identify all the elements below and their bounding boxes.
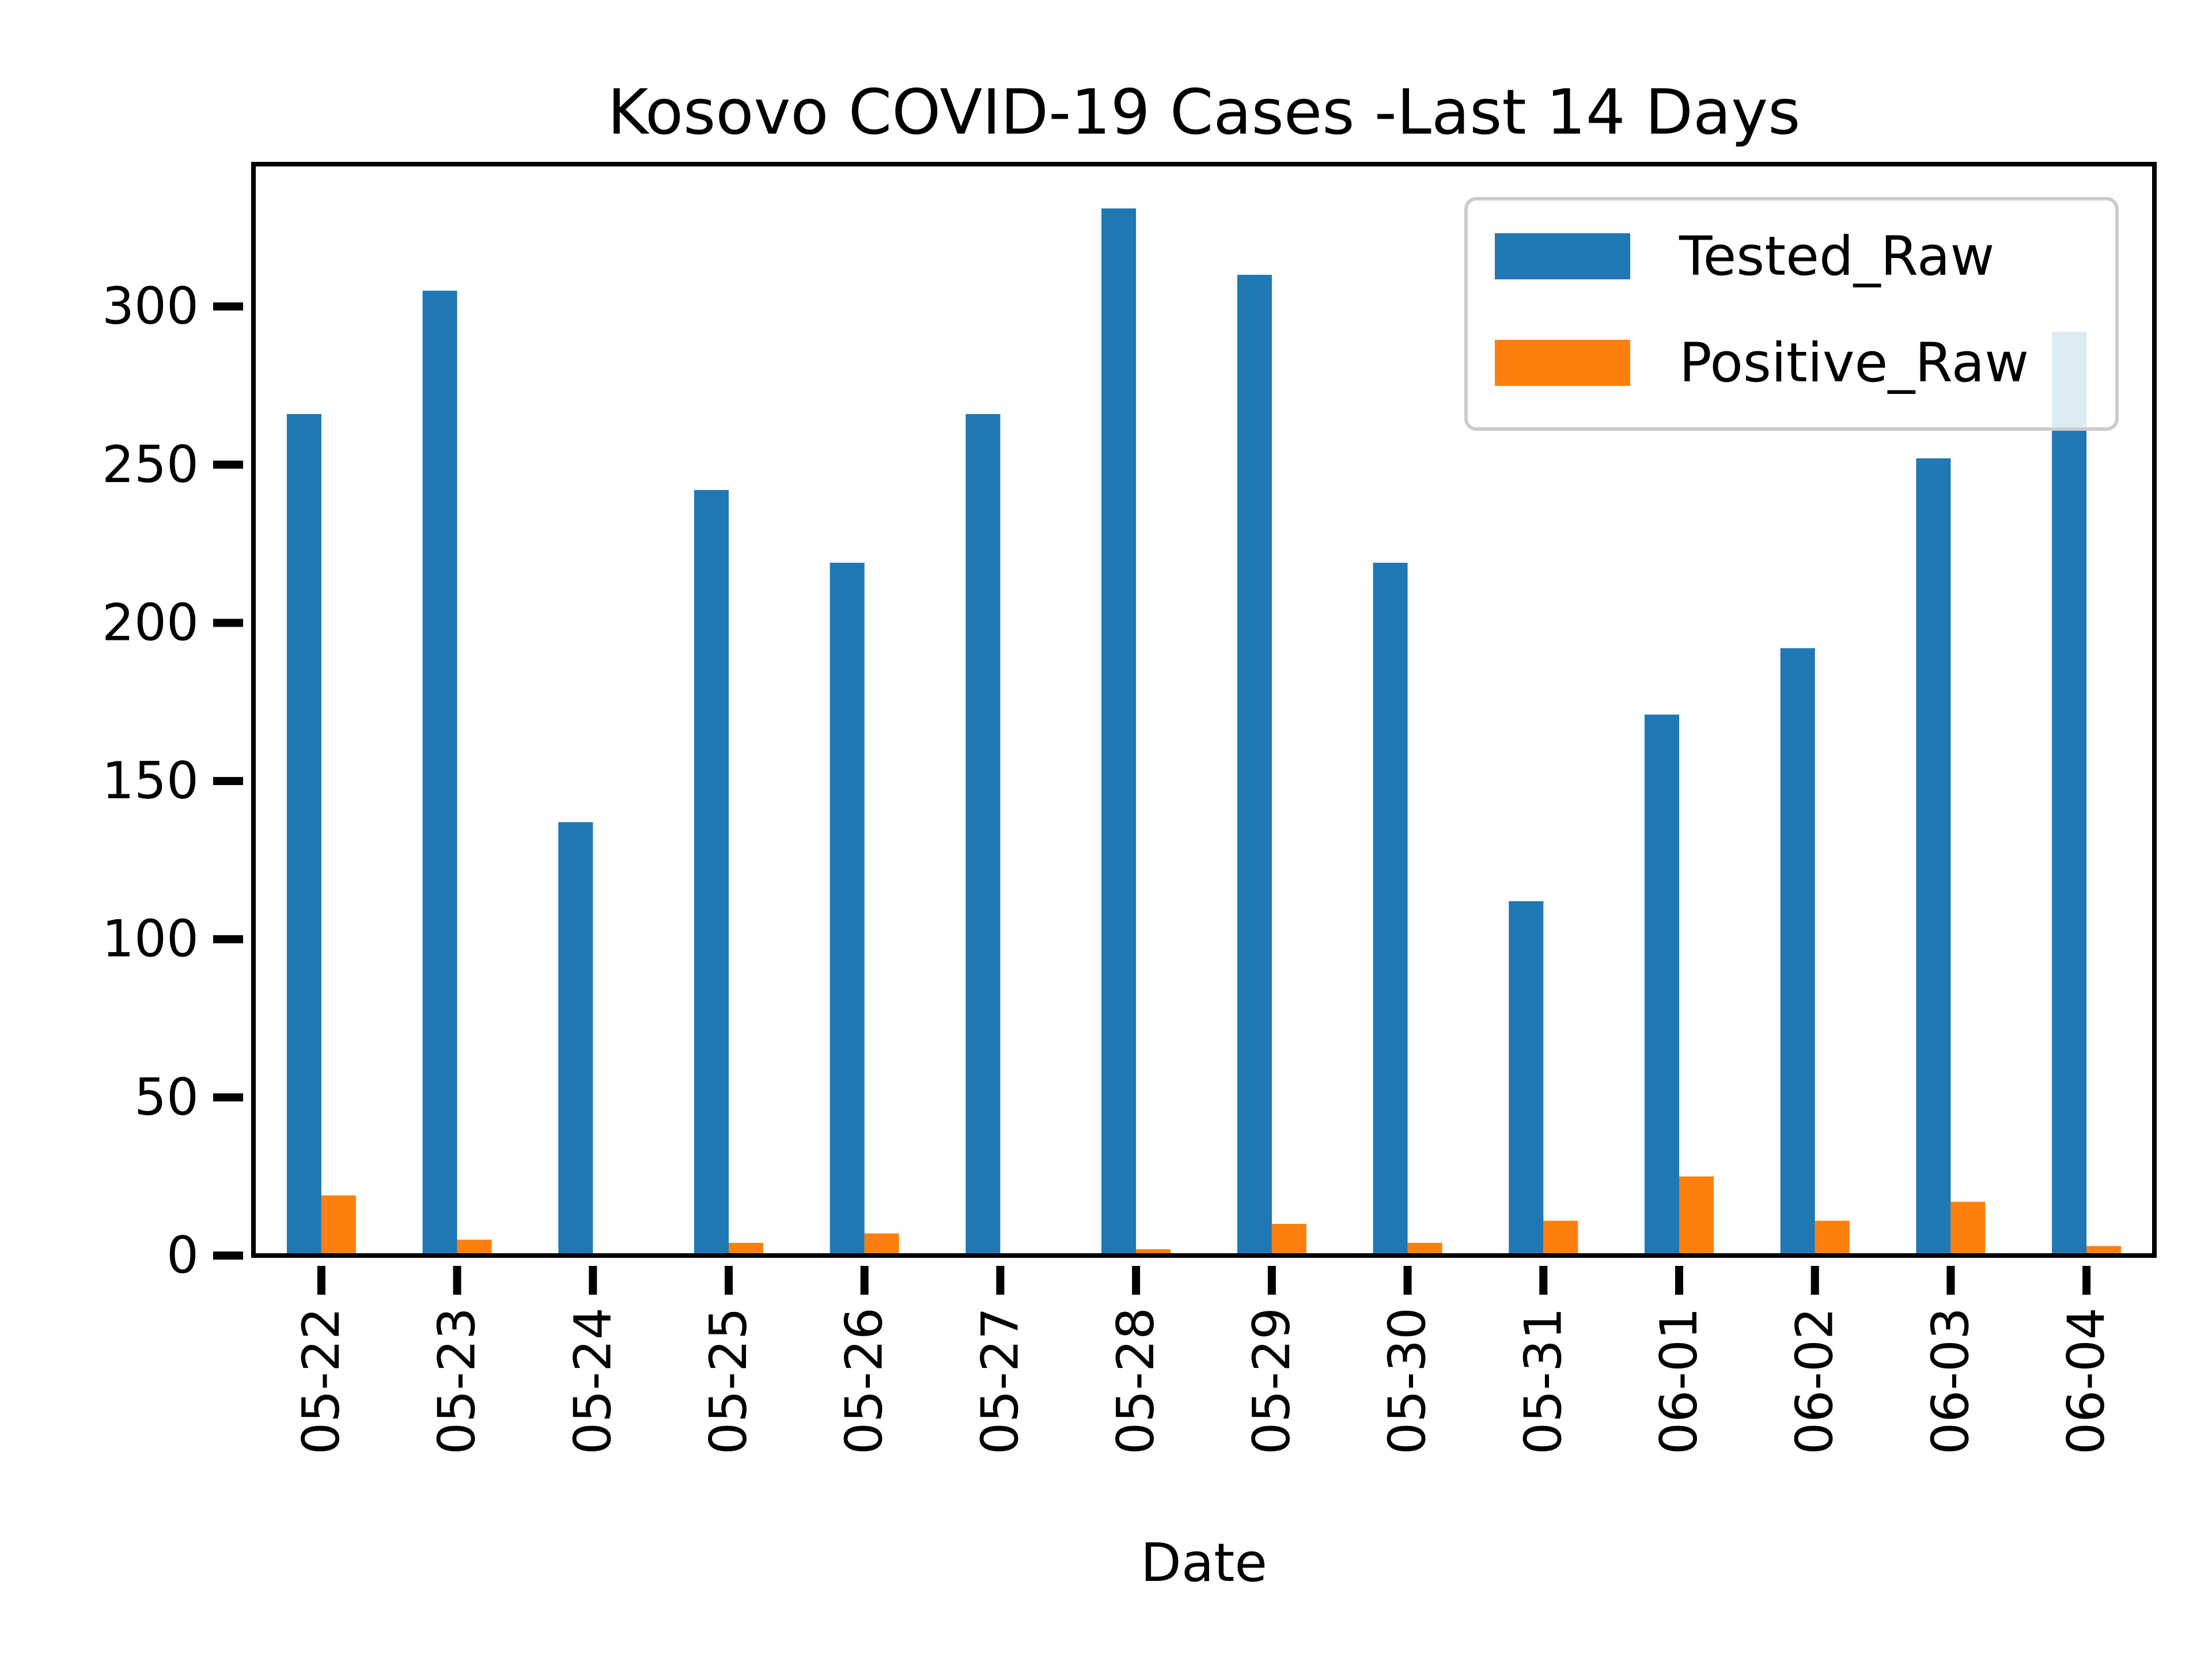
bar-positive-raw-05-28 (1136, 1249, 1171, 1256)
y-tick-label: 150 (102, 751, 199, 810)
y-tick-label: 250 (102, 435, 199, 494)
x-tick-label: 05-26 (835, 1307, 894, 1455)
bar-positive-raw-05-25 (729, 1243, 763, 1256)
y-tick-label: 0 (166, 1226, 199, 1285)
bar-positive-raw-05-31 (1543, 1220, 1578, 1256)
x-tick-label: 05-27 (970, 1307, 1029, 1455)
x-axis-label: Date (1141, 1532, 1267, 1594)
bar-positive-raw-05-29 (1271, 1224, 1306, 1256)
x-tick-label: 06-03 (1921, 1307, 1980, 1455)
bar-tested-raw-05-30 (1373, 563, 1408, 1256)
bar-tested-raw-05-27 (965, 414, 1001, 1256)
bar-positive-raw-05-23 (457, 1239, 492, 1256)
bar-tested-raw-05-26 (830, 563, 865, 1256)
bar-positive-raw-06-02 (1815, 1220, 1850, 1256)
bar-tested-raw-05-28 (1101, 208, 1137, 1256)
ticks-layer: 0 50 100 150 200 250 300 05-22 05-23 05-24 05-25 05… (102, 276, 2116, 1455)
legend-swatch-tested-raw (1495, 233, 1630, 279)
bar-positive-raw-06-04 (2086, 1246, 2122, 1256)
bar-tested-raw-05-23 (422, 290, 457, 1256)
bar-tested-raw-05-29 (1237, 275, 1272, 1256)
x-tick-label: 06-01 (1649, 1307, 1709, 1455)
x-tick-label: 06-02 (1785, 1307, 1844, 1455)
x-tick-label: 05-25 (699, 1307, 758, 1455)
bar-positive-raw-06-03 (1950, 1201, 1986, 1256)
chart-title: Kosovo COVID-19 Cases -Last 14 Days (608, 77, 1801, 149)
x-tick-label: 05-29 (1242, 1307, 1301, 1455)
bar-tested-raw-05-25 (694, 490, 729, 1256)
bar-positive-raw-06-01 (1679, 1176, 1714, 1256)
x-tick-label: 05-23 (427, 1307, 487, 1455)
y-tick-label: 50 (134, 1067, 199, 1127)
x-tick-label: 06-04 (2056, 1307, 2116, 1455)
legend-swatch-positive-raw (1495, 340, 1630, 386)
plot-frame (251, 162, 2157, 1258)
x-tick-label: 05-28 (1106, 1307, 1165, 1455)
bar-tested-raw-06-02 (1780, 648, 1815, 1256)
legend: Tested_Raw Positive_Raw (1464, 197, 2119, 431)
x-tick-label: 05-31 (1513, 1307, 1573, 1455)
legend-label-positive-raw: Positive_Raw (1679, 332, 2029, 395)
bar-tested-raw-06-01 (1645, 714, 1679, 1256)
bar-positive-raw-05-22 (321, 1195, 356, 1256)
x-tick-label: 05-30 (1378, 1307, 1437, 1455)
bars-layer (286, 208, 2122, 1256)
y-tick-label: 200 (102, 593, 199, 652)
y-tick-label: 100 (102, 909, 199, 969)
bar-positive-raw-05-26 (864, 1233, 899, 1256)
bar-tested-raw-05-31 (1509, 901, 1544, 1256)
axes-layer (251, 162, 2157, 1258)
bar-tested-raw-05-24 (558, 822, 593, 1256)
bar-positive-raw-05-30 (1407, 1243, 1442, 1256)
y-tick-label: 300 (102, 276, 199, 336)
x-tick-label: 05-22 (291, 1307, 351, 1455)
bar-tested-raw-06-04 (2052, 332, 2087, 1256)
legend-label-tested-raw: Tested_Raw (1679, 225, 1994, 288)
bar-tested-raw-05-22 (286, 414, 321, 1256)
x-tick-label: 05-24 (563, 1307, 622, 1455)
bar-tested-raw-06-03 (1916, 458, 1951, 1256)
